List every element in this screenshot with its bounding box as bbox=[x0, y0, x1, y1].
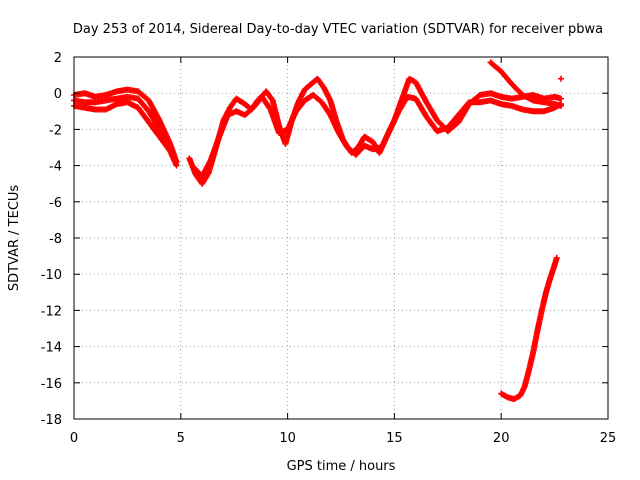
y-tick-label: -6 bbox=[49, 196, 62, 211]
data-point-marker bbox=[558, 102, 565, 109]
y-tick-label: -18 bbox=[41, 413, 62, 428]
y-tick-label: -16 bbox=[41, 377, 62, 392]
data-points bbox=[71, 59, 565, 403]
series-track-mid-a bbox=[71, 93, 174, 151]
data-point-marker bbox=[558, 75, 565, 82]
series-track-lower-a bbox=[71, 99, 180, 169]
x-axis-label: GPS time / hours bbox=[287, 459, 396, 474]
chart-title: Day 253 of 2014, Sidereal Day-to-day VTE… bbox=[73, 22, 603, 37]
x-axis-ticks: 0 5 10 15 20 25 bbox=[70, 57, 616, 446]
y-tick-label: 2 bbox=[54, 51, 62, 66]
y-tick-label: 0 bbox=[54, 87, 62, 102]
data-point-marker bbox=[558, 95, 565, 102]
x-tick-label: 25 bbox=[600, 431, 617, 446]
y-axis-label: SDTVAR / TECUs bbox=[7, 185, 22, 292]
y-axis-ticks: 2 0 -2 -4 -6 -8 -10 -12 -14 -16 -18 bbox=[41, 51, 608, 428]
y-tick-label: -8 bbox=[49, 232, 62, 247]
x-tick-label: 0 bbox=[70, 431, 78, 446]
data-point-marker bbox=[553, 254, 560, 261]
y-tick-label: -10 bbox=[41, 268, 62, 283]
series-track-b-lower bbox=[190, 92, 565, 180]
series-track-d bbox=[498, 254, 560, 403]
series-track-upper-a bbox=[71, 86, 180, 165]
x-tick-label: 10 bbox=[279, 431, 296, 446]
series-track-c bbox=[487, 59, 565, 109]
x-tick-label: 5 bbox=[177, 431, 185, 446]
y-tick-label: -4 bbox=[49, 160, 62, 175]
x-tick-label: 15 bbox=[386, 431, 403, 446]
data-point-marker bbox=[173, 162, 180, 169]
series-track-b bbox=[186, 75, 565, 187]
x-tick-label: 20 bbox=[493, 431, 510, 446]
series-outlier bbox=[558, 75, 565, 82]
data-point-marker bbox=[167, 144, 174, 151]
y-tick-label: -12 bbox=[41, 304, 62, 319]
y-tick-label: -14 bbox=[41, 341, 62, 356]
y-tick-label: -2 bbox=[49, 123, 62, 138]
